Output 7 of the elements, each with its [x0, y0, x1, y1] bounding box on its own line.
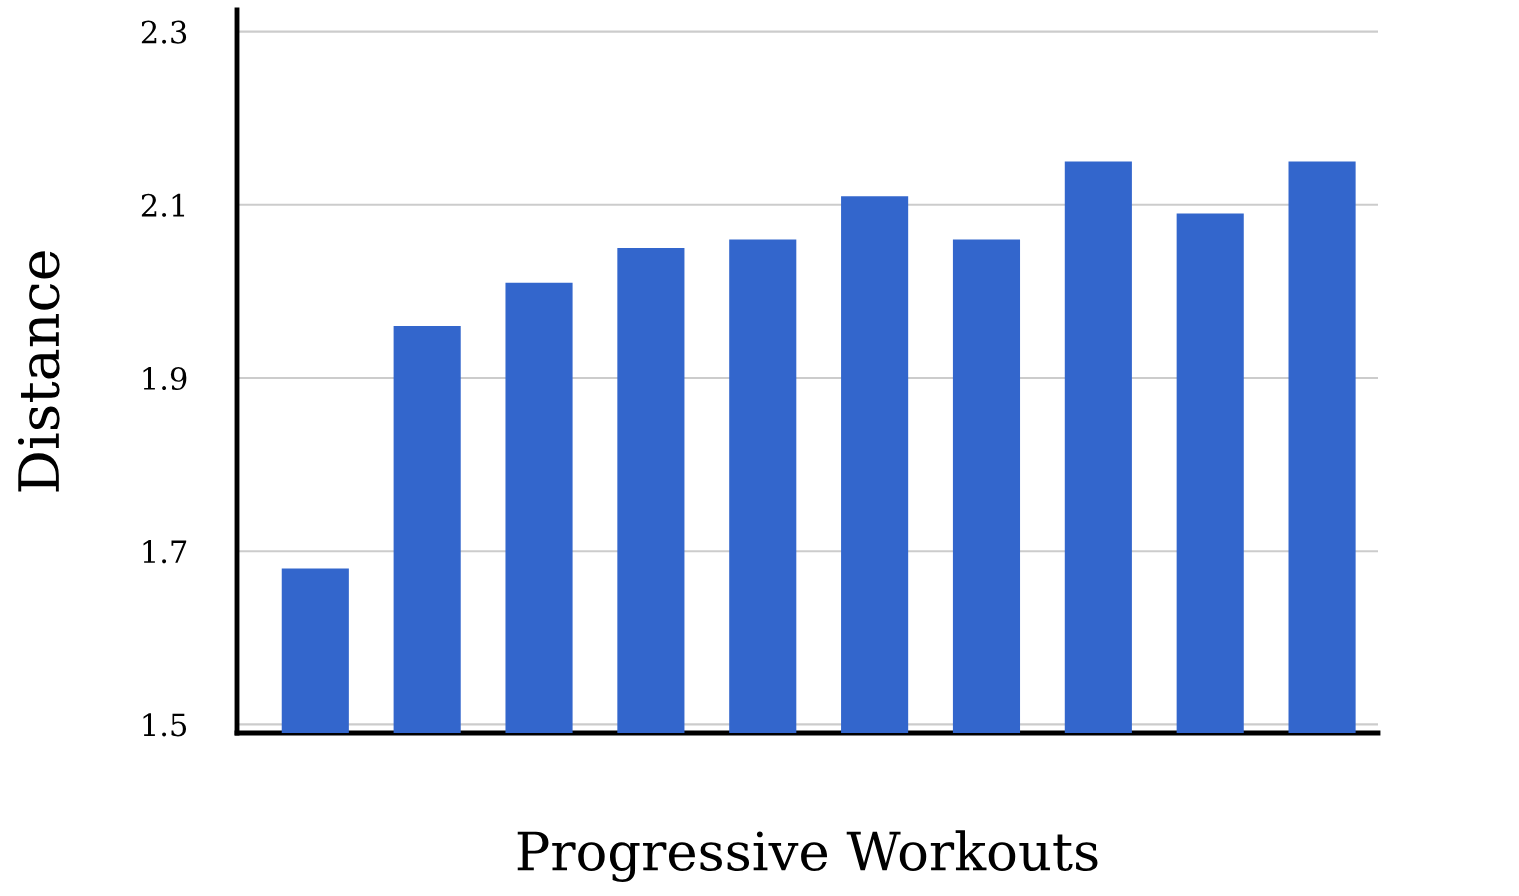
y-tick-label: 1.5	[143, 713, 187, 737]
y-tick-label: 2.1	[141, 193, 185, 217]
y-tick-label: 1.9	[143, 366, 187, 391]
x-axis-title: Progressive Workouts	[517, 830, 1098, 883]
y-tick-label: 1.7	[143, 540, 187, 564]
y-axis-title: Distance	[17, 251, 60, 492]
y-tick-label: 2.3	[141, 20, 187, 44]
